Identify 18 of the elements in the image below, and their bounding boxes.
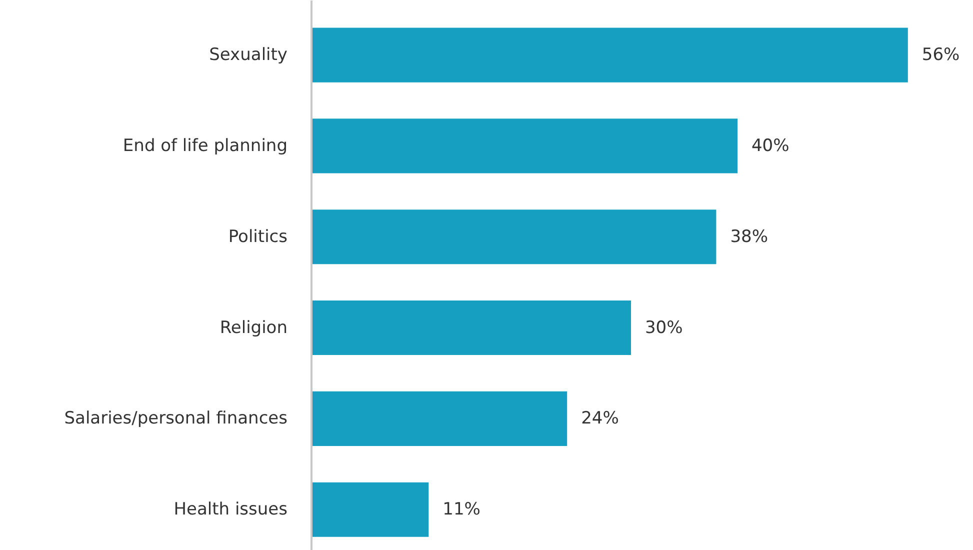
bar	[312, 118, 738, 174]
y-tick-label: Religion	[220, 318, 288, 338]
data-label: 38%	[730, 226, 768, 247]
data-label: 56%	[922, 45, 960, 66]
bar	[312, 28, 908, 82]
bar	[312, 391, 568, 446]
y-tick-label: Salaries/personal finances	[64, 408, 288, 429]
y-tick-label: Health issues	[174, 500, 288, 520]
bar	[312, 482, 429, 537]
y-tick-label: End of life planning	[122, 136, 288, 156]
y-tick-label: Sexuality	[209, 45, 288, 66]
data-label: 30%	[645, 318, 683, 338]
bar	[312, 300, 631, 356]
y-tick-label: Politics	[228, 226, 288, 247]
data-label: 11%	[442, 500, 480, 520]
bar	[312, 210, 716, 264]
data-label: 40%	[751, 136, 790, 156]
data-label: 24%	[581, 408, 619, 429]
